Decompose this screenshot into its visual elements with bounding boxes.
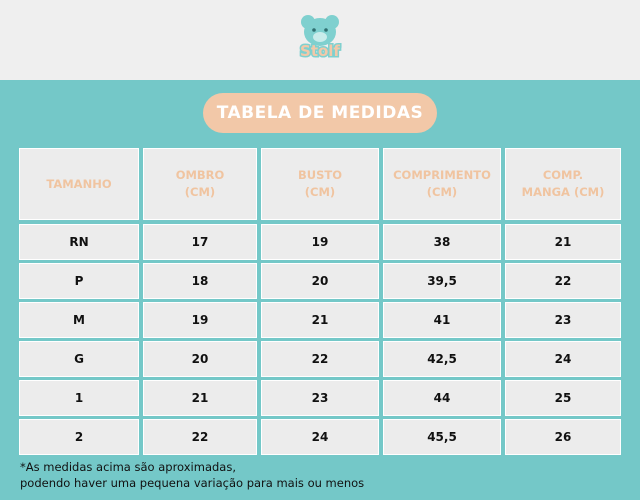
header-cell: TAMANHO [19, 148, 139, 220]
size-table: TAMANHO OMBRO (CM) BUSTO (CM) COMPRIMENTO (CM)… [19, 148, 621, 455]
header-bar: Stolf [0, 0, 640, 80]
table-cell: G [19, 341, 139, 377]
header-text: COMP. [542, 168, 584, 182]
table-cell: 25 [505, 380, 621, 416]
table-cell: 19 [143, 302, 257, 338]
table-cell: 42,5 [383, 341, 501, 377]
table-cell: 44 [383, 380, 501, 416]
table-cell: 21 [143, 380, 257, 416]
table-cell: 1 [19, 380, 139, 416]
table-cell: 20 [261, 263, 379, 299]
table-cell: 18 [143, 263, 257, 299]
table-cell: 24 [505, 341, 621, 377]
table-cell: 2 [19, 419, 139, 455]
header-cell: COMP. MANGA (CM) [505, 148, 621, 220]
table-cell: 20 [143, 341, 257, 377]
table-cell: 38 [383, 224, 501, 260]
footnote-line: podendo haver uma pequena variação para … [20, 476, 365, 490]
header-text: MANGA (CM) [521, 185, 605, 199]
footnote: *As medidas acima são aproximadas, podend… [20, 459, 364, 491]
table-cell: M [19, 302, 139, 338]
header-text: (CM) [426, 185, 458, 199]
footnote-line: *As medidas acima são aproximadas, [20, 460, 236, 474]
table-cell: 22 [505, 263, 621, 299]
table-cell: 22 [261, 341, 379, 377]
title: TABELA DE MEDIDAS [203, 93, 437, 133]
table-cell: 23 [261, 380, 379, 416]
header-text: (CM) [184, 185, 216, 199]
header-text: TAMANHO [46, 176, 112, 191]
header-text: COMPRIMENTO [393, 168, 491, 182]
table-cell: 41 [383, 302, 501, 338]
table-cell: 45,5 [383, 419, 501, 455]
table-cell: 39,5 [383, 263, 501, 299]
logo-text: Stolf [300, 42, 340, 60]
table-cell: 23 [505, 302, 621, 338]
table-cell: 17 [143, 224, 257, 260]
table-cell: 24 [261, 419, 379, 455]
header-text: OMBRO [175, 168, 225, 182]
table-cell: 21 [261, 302, 379, 338]
table-cell: 21 [505, 224, 621, 260]
table-cell: 22 [143, 419, 257, 455]
header-cell: COMPRIMENTO (CM) [383, 148, 501, 220]
logo: Stolf [299, 15, 342, 62]
table-cell: P [19, 263, 139, 299]
table-cell: 19 [261, 224, 379, 260]
header-cell: OMBRO (CM) [143, 148, 257, 220]
table-cell: 26 [505, 419, 621, 455]
header-cell: BUSTO (CM) [261, 148, 379, 220]
table-cell: RN [19, 224, 139, 260]
header-text: BUSTO [297, 168, 342, 182]
header-text: (CM) [304, 185, 336, 199]
